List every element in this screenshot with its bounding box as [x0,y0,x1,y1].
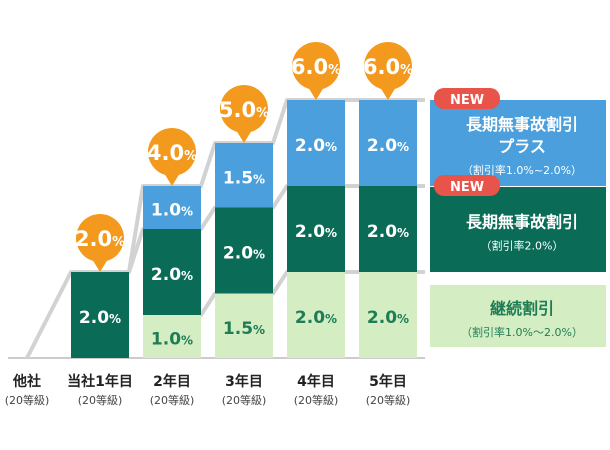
category-label: 3年目 [225,373,263,390]
bar-value-label: 1.0% [151,330,193,350]
bar-segment [143,229,201,315]
total-bubble [76,214,124,262]
total-bubble [148,128,196,176]
bar-value-label: 2.0% [367,222,409,242]
total-bubble [292,42,340,90]
category-sublabel: (20等級) [222,393,267,407]
bar-segment [287,186,345,272]
total-bubble-pointer [308,87,324,100]
total-label: 6.0% [291,55,341,79]
bar-value-label: 2.0% [367,308,409,328]
legend-subtitle: （割引率1.0%~2.0%） [462,163,582,177]
category-sublabel: (20等級) [366,393,411,407]
legend-box [430,100,606,186]
bar-value-label: 2.0% [367,136,409,156]
category-label: 他社 [12,373,41,390]
bar-segment [215,207,273,294]
total-label: 5.0% [219,98,269,122]
total-label: 2.0% [75,227,125,251]
legend-title: 継続割引 [490,299,554,318]
total-label: 6.0% [363,55,413,79]
bar-value-label: 2.0% [151,265,193,285]
bar-value-label: 1.0% [151,201,193,221]
new-badge [434,175,500,196]
bar-value-label: 2.0% [79,308,121,328]
legend-box [430,187,606,272]
bar-value-label: 2.0% [295,222,337,242]
bar-segment [287,100,345,186]
category-sublabel: (20等級) [78,393,123,407]
category-label: 2年目 [153,373,191,390]
new-badge [434,88,500,109]
bar-segment [359,186,417,272]
category-sublabel: (20等級) [5,393,50,407]
legend-subtitle: （割引率2.0%） [481,239,564,253]
total-bubble [220,85,268,133]
bar-segment [143,315,201,358]
bar-value-label: 1.5% [223,319,265,339]
legend-title: プラス [498,137,546,156]
legend-subtitle: （割引率1.0%～2.0%） [461,325,583,339]
category-sublabel: (20等級) [150,393,195,407]
new-badge-label: NEW [450,93,484,108]
total-bubble-pointer [380,87,396,100]
bar-value-label: 1.5% [223,168,265,188]
total-label: 4.0% [147,141,197,165]
bar-segment [143,186,201,229]
legend-title: 長期無事故割引 [466,115,578,134]
category-sublabel: (20等級) [294,393,339,407]
new-badge-label: NEW [450,180,484,195]
legend-box [430,285,606,347]
category-label: 4年目 [297,373,335,390]
bar-segment [287,272,345,358]
bar-segment [215,143,273,208]
total-bubble-pointer [92,259,108,272]
legend-title: 長期無事故割引 [466,213,578,232]
bar-segment [359,100,417,186]
bar-value-label: 2.0% [295,136,337,156]
total-bubble [364,42,412,90]
bar-value-label: 2.0% [223,244,265,264]
total-bubble-pointer [236,130,252,143]
category-label: 当社1年目 [67,373,133,390]
category-label: 5年目 [369,373,407,390]
bar-segment [359,272,417,358]
bar-value-label: 2.0% [295,308,337,328]
bar-segment [71,272,129,358]
bar-segment [215,293,273,358]
total-bubble-pointer [164,173,180,186]
